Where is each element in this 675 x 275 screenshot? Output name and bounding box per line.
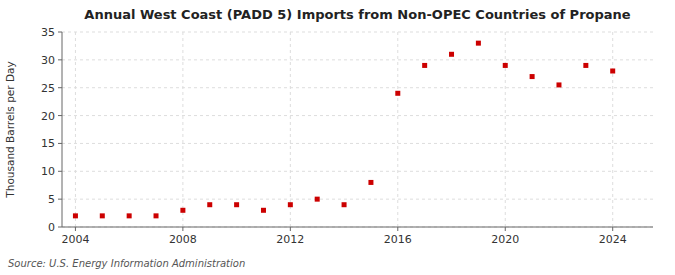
point [73, 213, 78, 218]
point [154, 213, 159, 218]
y-tick [58, 87, 62, 88]
y-axis-line [62, 32, 63, 227]
grid-line [75, 32, 76, 227]
y-tick [58, 59, 62, 60]
y-tick-label: 0 [48, 221, 55, 234]
point [449, 52, 454, 57]
x-tick-label: 2004 [61, 233, 89, 246]
y-tick [58, 115, 62, 116]
point [234, 202, 239, 207]
grid-line [62, 227, 653, 228]
y-tick [58, 171, 62, 172]
x-tick [505, 227, 506, 231]
y-axis-label: Thousand Barrels per Day [4, 61, 16, 198]
y-tick-label: 5 [48, 193, 55, 206]
x-tick [612, 227, 613, 231]
point [288, 202, 293, 207]
point [583, 63, 588, 68]
point [503, 63, 508, 68]
point [556, 82, 561, 87]
grid-line [62, 87, 653, 88]
y-tick-label: 35 [41, 26, 55, 39]
grid-line [182, 32, 183, 227]
points [73, 41, 615, 219]
x-axis-line [62, 227, 653, 228]
point [530, 74, 535, 79]
grid-line [62, 143, 653, 144]
grid-line [62, 32, 653, 33]
y-tick [58, 199, 62, 200]
x-tick-label: 2020 [491, 233, 519, 246]
y-tick-label: 10 [41, 165, 55, 178]
point [207, 202, 212, 207]
grid-line [62, 199, 653, 200]
point [100, 213, 105, 218]
y-tick-label: 20 [41, 110, 55, 123]
x-tick [182, 227, 183, 231]
point [368, 180, 373, 185]
grid-line [612, 32, 613, 227]
x-tick-label: 2016 [384, 233, 412, 246]
grid [62, 32, 653, 227]
point [422, 63, 427, 68]
x-tick [397, 227, 398, 231]
grid-line [62, 115, 653, 116]
point [127, 213, 132, 218]
point [180, 208, 185, 213]
y-tick-label: 25 [41, 82, 55, 95]
annotation: Source: U.S. Energy Information Administ… [8, 258, 245, 269]
x-tick-label: 2024 [599, 233, 627, 246]
point [610, 69, 615, 74]
grid-line [62, 171, 653, 172]
grid-line [290, 32, 291, 227]
point [476, 41, 481, 46]
y-tick-label: 30 [41, 54, 55, 67]
grid-line [505, 32, 506, 227]
y-tick [58, 143, 62, 144]
point [342, 202, 347, 207]
x-tick-label: 2008 [169, 233, 197, 246]
x-tick [75, 227, 76, 231]
chart: 2004 2008 2012 2016 2020 2024 0 5 10 15 20 25 30 35 Th… [0, 0, 675, 275]
y-tick [58, 32, 62, 33]
title: Annual West Coast (PADD 5) Imports from … [84, 7, 630, 22]
point [315, 197, 320, 202]
x-tick-label: 2012 [276, 233, 304, 246]
point [395, 91, 400, 96]
grid-line [397, 32, 398, 227]
grid-line [62, 59, 653, 60]
y-tick [58, 227, 62, 228]
y-tick-label: 15 [41, 137, 55, 150]
x-tick [290, 227, 291, 231]
point [261, 208, 266, 213]
